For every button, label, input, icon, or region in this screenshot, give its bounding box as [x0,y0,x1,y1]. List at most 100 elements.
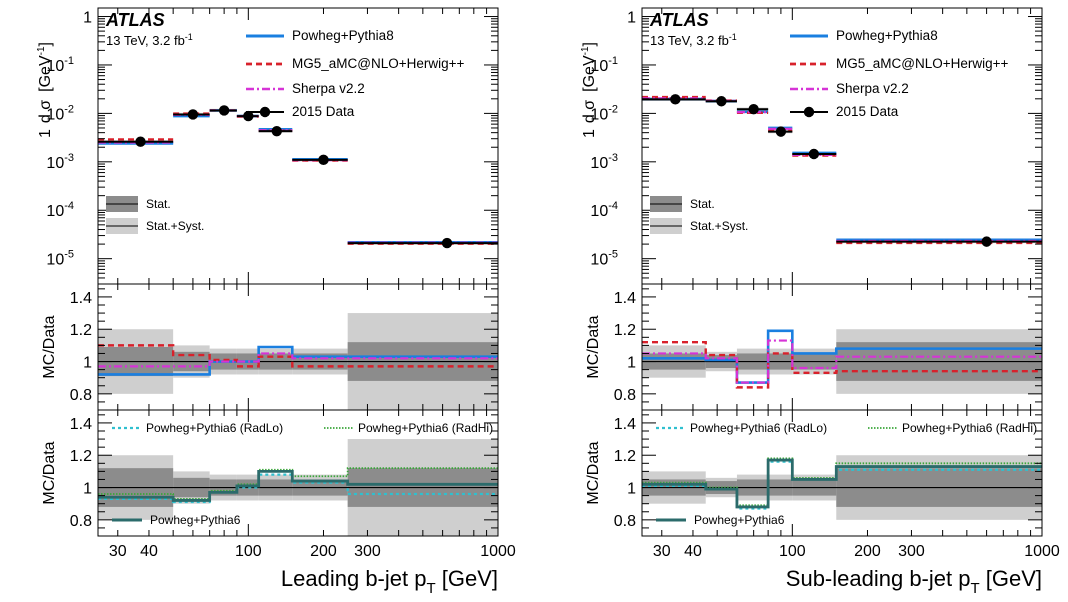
x-tick-label: 1000 [1024,543,1060,560]
y-tick-label: 1.2 [614,448,636,465]
y-title-dsigma: d σ [581,100,598,123]
x-tick-label: 30 [109,543,127,560]
x-tick-label: 200 [310,543,337,560]
legend-label-rad-1: Powheg+Pythia6 (RadHi) [358,421,493,435]
y-title-exponent: -1 [580,46,591,55]
y-tick-label: 1 [627,481,636,498]
ratio-series-1 [98,467,498,500]
y-tick-exponent: -1 [64,55,74,67]
x-title-subscript: T [970,580,979,597]
legend-statsyst-label: Stat.+Syst. [690,219,748,233]
lumi-label: 13 TeV, 3.2 fb-1 [650,32,737,48]
bot-pad: 0.8 1 1.2 1.4 MC/Data [41,409,499,537]
legend-label-2: Sherpa v2.2 [836,81,909,96]
data-point [218,105,230,116]
legend-label-3: 2015 Data [836,104,899,119]
ratio-series-2 [98,352,498,368]
y-tick-label: 10-4 [46,200,74,220]
y-tick-label: 1 [627,355,636,372]
y-tick-exponent: -5 [608,249,618,261]
data-point [135,136,146,147]
y-title-unit: [GeV [37,55,54,92]
x-tick-label: 100 [235,543,262,560]
data-point [441,237,453,249]
mid-pad: 0.8 1 1.2 1.4 MC/Data [41,283,499,411]
y-tick-label: 1.4 [614,416,636,433]
y-title-bracket: ] [581,42,598,46]
lumi-exponent: -1 [729,32,737,42]
y-tick-label: 1 [83,10,92,27]
legend-label-rad-0: Powheg+Pythia6 (RadLo) [690,421,827,435]
ratio-series-2 [98,469,498,502]
data-point [318,154,329,166]
y-title-prefix: 1 [581,129,598,138]
atlas-label: ATLAS [649,10,709,30]
legend-swatch-data-marker [803,106,815,118]
legend-label-3: 2015 Data [292,104,355,119]
x-title-unit: [GeV] [436,566,498,591]
y-tick-label: 10-5 [590,249,618,269]
y-title-bracket: ] [37,42,54,46]
legend-label-rad-1: Powheg+Pythia6 (RadHi) [902,421,1037,435]
x-tick-label: 1000 [480,543,516,560]
data-point [748,104,759,115]
y-title-prefix: 1 [37,129,54,138]
bot-pad: 0.8 1 1.2 1.4 MC/Data [585,409,1043,537]
data-point [243,110,254,122]
bot-frame [641,409,1043,537]
x-axis-title: Leading b-jet pT [GeV] [281,566,498,597]
y-tick-label: 10-3 [46,152,74,172]
ratio-series-0 [98,473,498,504]
data-point [775,126,787,137]
y-tick-label: 1 [83,481,92,498]
y-tick-label: 1.4 [614,290,636,307]
y-tick-label: 0.8 [70,513,92,530]
y-tick-exponent: -2 [64,103,74,115]
x-axis-title: Sub-leading b-jet pT [GeV] [786,566,1042,597]
ratio-series-2 [642,339,1042,384]
y-axis-title: MC/Data [585,441,602,504]
y-title-unit: [GeV [581,55,598,92]
legend-label-powheg6: Powheg+Pythia6 [150,513,241,527]
ratio-series-1 [642,340,1042,389]
x-tick-label: 30 [653,543,671,560]
y-axis-title: 1 d σ [GeV-1] [580,42,598,138]
x-title-main: Leading b-jet p [281,566,427,591]
y-tick-label: 1 [627,10,636,27]
y-title-exponent: -1 [36,46,47,55]
x-tick-label: 40 [140,543,158,560]
legend-label-2: Sherpa v2.2 [292,81,365,96]
ratio-series-2 [642,458,1042,509]
lumi-exponent: -1 [185,32,193,42]
y-tick-label: 0.8 [614,513,636,530]
x-tick-label: 300 [354,543,381,560]
data-point [187,109,199,120]
x-tick-label: 300 [898,543,925,560]
y-tick-label: 1.4 [70,290,92,307]
y-tick-label: 1.2 [614,322,636,339]
x-tick-label: 40 [684,543,702,560]
x-title-main: Sub-leading b-jet p [786,566,971,591]
y-tick-label: 10-4 [590,200,618,220]
x-title-subscript: T [426,580,435,597]
y-tick-label: 1.2 [70,448,92,465]
bot-frame [97,409,499,537]
data-point [670,94,681,105]
x-tick-label: 100 [779,543,806,560]
y-axis-title: MC/Data [41,315,58,378]
y-tick-label: 1.4 [70,416,92,433]
y-tick-exponent: -1 [608,55,618,67]
x-title-unit: [GeV] [980,566,1042,591]
y-tick-exponent: -4 [64,200,74,212]
legend-label-rad-0: Powheg+Pythia6 (RadLo) [146,421,283,435]
data-point [271,125,282,137]
legend-stat-label: Stat. [690,197,715,211]
legend-swatch-data-marker [259,106,271,118]
data-point [981,236,992,247]
x-tick-label: 200 [854,543,881,560]
data-point [808,148,820,160]
